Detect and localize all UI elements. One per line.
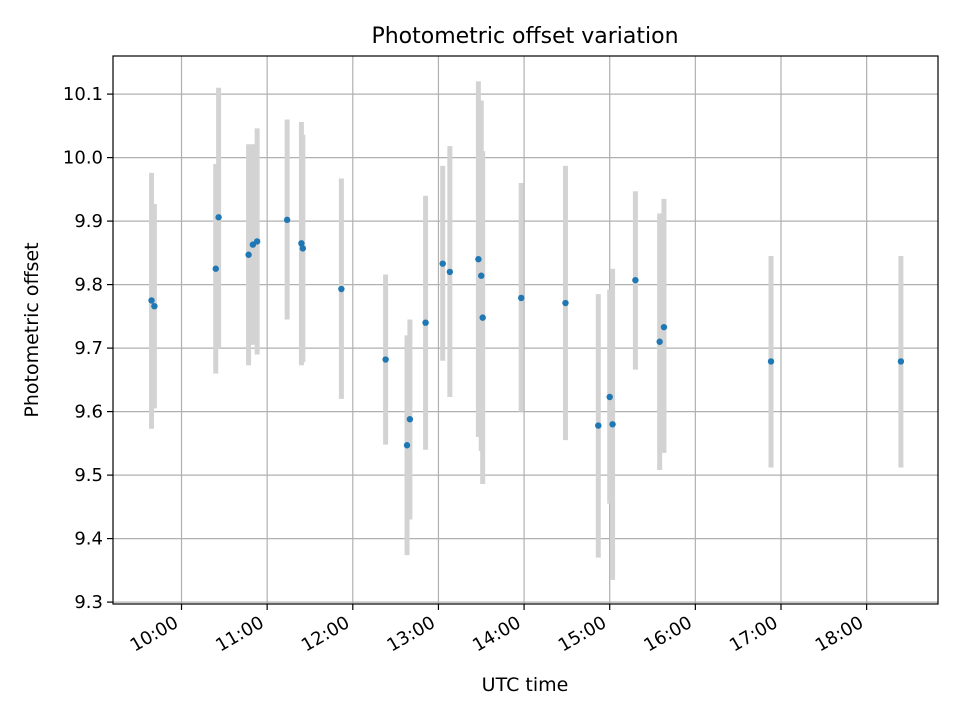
data-point xyxy=(253,238,261,245)
y-tick-label: 9.6 xyxy=(74,402,103,423)
data-point xyxy=(660,323,668,331)
data-point xyxy=(439,260,446,267)
y-tick-label: 9.4 xyxy=(74,529,103,550)
data-point xyxy=(245,251,252,258)
data-point xyxy=(632,276,639,284)
data-point xyxy=(446,268,454,276)
data-point xyxy=(151,302,158,310)
data-point xyxy=(338,285,345,293)
x-axis-label: UTC time xyxy=(482,674,569,696)
data-point xyxy=(422,319,429,326)
data-point xyxy=(518,294,525,302)
chart-title: Photometric offset variation xyxy=(371,24,678,49)
plot-frame xyxy=(112,55,939,605)
data-point xyxy=(656,338,663,345)
y-tick-label: 10.0 xyxy=(63,148,103,169)
y-tick-label: 9.7 xyxy=(74,338,103,359)
data-point xyxy=(479,314,486,321)
y-axis-label: Photometric offset xyxy=(21,242,43,417)
data-point xyxy=(382,356,389,363)
y-tick-label: 9.3 xyxy=(74,592,103,613)
grid-lines xyxy=(113,56,938,604)
y-tick-label: 10.1 xyxy=(63,84,103,105)
data-point xyxy=(475,255,482,263)
data-point xyxy=(897,358,905,365)
data-point xyxy=(299,245,307,252)
data-point xyxy=(606,393,613,401)
data-point xyxy=(562,299,569,307)
data-point xyxy=(283,216,291,224)
data-point xyxy=(406,416,414,423)
data-point xyxy=(212,265,219,272)
data-point xyxy=(609,421,616,428)
y-tick-label: 9.5 xyxy=(74,465,103,486)
data-point xyxy=(767,358,775,365)
data-point xyxy=(298,240,305,247)
y-tick-label: 9.8 xyxy=(74,275,103,296)
y-tick-label: 9.9 xyxy=(74,211,103,232)
data-point xyxy=(478,272,485,279)
data-points xyxy=(148,214,905,449)
data-point xyxy=(215,214,222,221)
data-point xyxy=(595,422,602,429)
data-point xyxy=(403,442,411,449)
data-point xyxy=(148,297,155,304)
